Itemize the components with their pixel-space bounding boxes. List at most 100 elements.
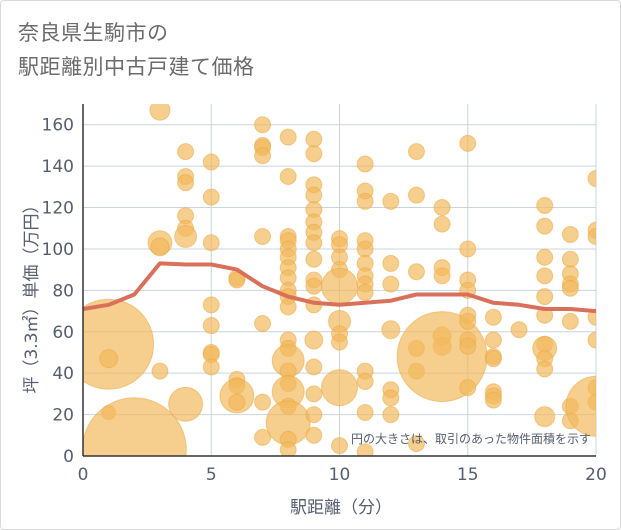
average-price-line — [83, 261, 596, 314]
bubble-point — [356, 443, 374, 456]
bubble-point — [305, 250, 323, 268]
bubble-point — [356, 404, 374, 422]
bubble-point — [254, 147, 272, 165]
line-layer — [83, 261, 596, 314]
bubble-point — [459, 134, 477, 152]
y-tick-label: 120 — [42, 199, 74, 219]
bubble-point — [356, 155, 374, 173]
bubble-point — [587, 170, 596, 188]
bubble-point — [304, 330, 324, 350]
chart-title-line1: 奈良県生駒市の — [18, 21, 169, 45]
bubble-point — [407, 143, 425, 161]
chart-title: 奈良県生駒市の 駅距離別中古戸建て価格 — [18, 16, 255, 84]
y-tick-label: 80 — [52, 281, 74, 301]
bubble-point — [356, 283, 374, 301]
bubble-point — [561, 279, 579, 297]
chart-title-line2: 駅距離別中古戸建て価格 — [18, 55, 255, 79]
bubble-point — [561, 225, 579, 243]
bubble-point — [228, 393, 246, 411]
bubble-point — [331, 437, 348, 455]
bubble-point — [202, 188, 220, 206]
bubble-point — [407, 263, 425, 281]
x-tick-label: 15 — [457, 465, 479, 485]
bubble-point — [305, 358, 323, 376]
bubble-point — [382, 275, 400, 293]
bubble-point — [565, 375, 596, 437]
bubble-point — [305, 186, 323, 204]
bubble-point — [305, 277, 323, 295]
bubble-point — [254, 428, 272, 446]
bubble-point — [356, 192, 374, 210]
bubble-point — [202, 153, 220, 171]
axis-layer: 0 20 40 60 80 100 120 140 160 0 5 10 15 20 — [42, 104, 607, 485]
bubble-point — [305, 385, 323, 403]
bubble-point — [382, 254, 400, 272]
bubble-point — [536, 288, 554, 306]
bubble-point — [83, 298, 155, 390]
bubble-point — [536, 248, 554, 266]
bubble-point — [484, 350, 502, 368]
y-tick-label: 60 — [52, 323, 74, 343]
y-tick-label: 160 — [42, 116, 74, 136]
bubble-point — [484, 308, 502, 326]
bubble-point — [202, 234, 220, 252]
y-tick-label: 100 — [42, 240, 74, 260]
bubble-point — [149, 104, 171, 121]
bubble-point — [254, 228, 272, 246]
bubble-point — [228, 271, 246, 289]
bubble-point — [305, 130, 323, 148]
bubble-point — [279, 128, 297, 146]
bubble-point — [305, 406, 323, 424]
bubble-point — [356, 372, 374, 390]
bubble-point — [407, 435, 425, 453]
bubble-point — [254, 393, 272, 411]
bubble-point — [587, 228, 596, 246]
y-tick-label: 40 — [52, 364, 74, 384]
bubble-point — [536, 217, 554, 235]
bubble-point — [177, 143, 195, 161]
bubble-point — [382, 389, 400, 407]
bubble-point — [305, 234, 323, 252]
bubble-point — [459, 379, 477, 397]
bubble-point — [254, 116, 272, 134]
bubble-point — [305, 426, 323, 444]
bubble-point — [279, 441, 297, 456]
x-tick-label: 5 — [206, 465, 217, 485]
bubble-point — [202, 317, 220, 335]
bubble-point — [168, 386, 204, 422]
x-tick-label: 0 — [78, 465, 89, 485]
y-tick-label: 20 — [52, 406, 74, 426]
bubble-point — [382, 192, 400, 210]
bubble-point — [151, 362, 169, 380]
bubble-point — [382, 406, 400, 424]
bubble-point — [356, 240, 374, 258]
bubble-point — [407, 186, 425, 204]
bubble-point — [305, 145, 323, 163]
bubble-point — [331, 333, 348, 351]
bubble-layer — [83, 104, 596, 456]
bubble-point — [484, 331, 502, 349]
bubble-point — [83, 397, 187, 456]
bubble-point — [381, 320, 401, 340]
bubble-point — [174, 225, 198, 249]
bubble-point — [321, 369, 358, 407]
x-axis-label: 駅距離（分） — [290, 498, 392, 518]
bubble-point — [459, 240, 477, 258]
bubble-point — [279, 298, 297, 316]
bubble-point — [534, 406, 556, 428]
bubble-point — [536, 360, 554, 378]
bubble-point — [202, 358, 220, 376]
bubble-point — [459, 337, 477, 355]
bubble-point — [321, 267, 358, 305]
bubble-point — [433, 267, 451, 285]
y-tick-label: 0 — [63, 447, 74, 467]
bubble-point — [484, 391, 502, 409]
x-tick-label: 10 — [329, 465, 351, 485]
bubble-point — [433, 215, 451, 233]
bubble-point — [561, 250, 579, 268]
bubble-point — [536, 267, 554, 285]
bubble-point — [202, 296, 220, 314]
bubble-point — [254, 314, 272, 332]
bubble-point — [561, 312, 579, 330]
